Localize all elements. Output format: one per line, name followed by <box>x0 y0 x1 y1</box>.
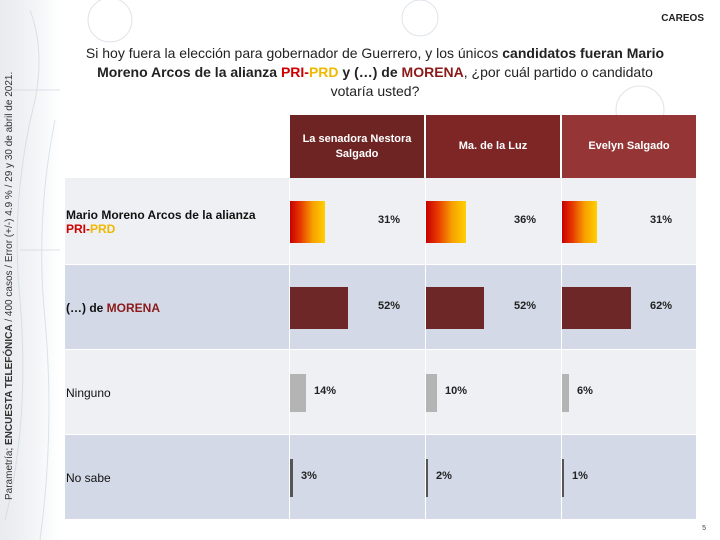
row-label: (…) de MORENA <box>65 265 290 350</box>
table-row <box>65 435 697 520</box>
title-morena: MORENA <box>401 64 464 80</box>
row-label-morena: MORENA <box>106 300 161 315</box>
column-header-1: La senadora Nestora Salgado <box>290 115 424 178</box>
bar-2-3 <box>562 286 631 329</box>
value-label-1-3: 31% <box>650 213 673 226</box>
title-dash: - <box>304 64 309 80</box>
results-table: La senadora Nestora Salgado Ma. de la Luz… <box>65 115 697 520</box>
row-label-text: Mario Moreno Arcos de la alianza <box>66 207 256 222</box>
source-prefix: Parametría; <box>4 444 15 500</box>
table-row <box>65 350 697 435</box>
value-label-2-2: 52% <box>514 299 537 312</box>
bar-1-3 <box>562 200 597 243</box>
column-header-2: Ma. de la Luz <box>426 115 560 178</box>
title-part1: Si hoy fuera la elección para gobernador… <box>85 45 503 61</box>
value-label-4-2: 2% <box>436 469 452 482</box>
title-part2: , ¿por cuál partido o candidato votaría … <box>330 64 653 99</box>
bar-2-1 <box>290 286 348 329</box>
title-prd: PRD <box>308 64 339 80</box>
bar-1-2 <box>426 200 466 243</box>
row-label-parties: PRI-PRD <box>66 222 290 236</box>
bar-4-2 <box>426 458 428 497</box>
column-separator <box>696 178 697 520</box>
page-number: 5 <box>702 525 706 532</box>
bar-3-1 <box>290 373 306 412</box>
column-separator <box>425 178 426 520</box>
bar-1-1 <box>290 200 325 243</box>
row-label-pri: PRI <box>66 221 87 236</box>
bar-4-3 <box>562 458 564 497</box>
column-separator <box>289 178 290 520</box>
value-label-3-3: 6% <box>577 384 593 397</box>
value-label-2-3: 62% <box>650 299 673 312</box>
title-bold2: y (…) de <box>338 64 402 80</box>
value-label-3-2: 10% <box>445 384 468 397</box>
value-label-3-1: 14% <box>314 384 337 397</box>
value-label-4-3: 1% <box>572 469 588 482</box>
survey-source-note: Parametría; ENCUESTA TELEFÓNICA / 400 ca… <box>4 20 15 500</box>
title-bold1: candidatos fueran Mario Moreno Arcos de … <box>97 45 665 80</box>
header-blank <box>65 115 290 178</box>
bar-4-1 <box>290 458 293 497</box>
value-label-2-1: 52% <box>378 299 401 312</box>
chart-title: Si hoy fuera la elección para gobernador… <box>80 44 670 101</box>
column-header-3: Evelyn Salgado <box>562 115 696 178</box>
column-separator <box>561 178 562 520</box>
row-label: Ninguno <box>65 350 290 435</box>
row-label-dash: - <box>86 221 91 236</box>
row-label: No sabe <box>65 435 290 520</box>
source-rest: / 400 casos / Error (+/-) 4.9 % / 29 y 3… <box>4 71 15 325</box>
row-label-text: No sabe <box>66 470 111 485</box>
row-label-text: Ninguno <box>66 385 111 400</box>
bar-3-3 <box>562 373 569 412</box>
title-pri: PRI <box>280 64 305 80</box>
bar-2-2 <box>426 286 484 329</box>
bar-3-2 <box>426 373 437 412</box>
value-label-4-1: 3% <box>301 469 317 482</box>
careos-tag: CAREOS <box>661 13 704 24</box>
row-label-prefix: (…) de <box>66 300 107 315</box>
source-bold: ENCUESTA TELEFÓNICA <box>4 324 15 445</box>
value-label-1-2: 36% <box>514 213 537 226</box>
value-label-1-1: 31% <box>378 213 401 226</box>
row-label-prd: PRD <box>90 221 116 236</box>
row-label: Mario Moreno Arcos de la alianza PRI-PRD <box>65 178 290 265</box>
row-label-text: (…) de MORENA <box>66 301 290 315</box>
